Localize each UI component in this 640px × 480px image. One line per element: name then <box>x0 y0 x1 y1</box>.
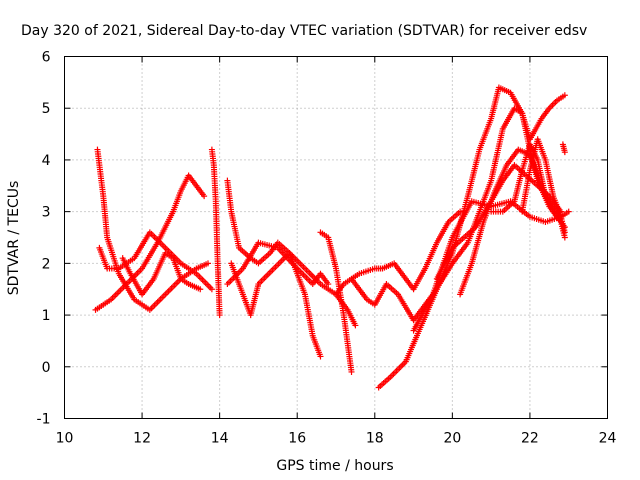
y-tick-label: -1 <box>37 412 51 428</box>
data-point <box>216 312 223 319</box>
series-arc-4 <box>119 250 204 298</box>
data-point <box>201 193 208 200</box>
x-tick-label: 10 <box>56 431 74 447</box>
x-tick-label: 14 <box>211 431 229 447</box>
data-point <box>208 286 215 293</box>
data-point <box>561 149 568 156</box>
y-axis-label: SDTVAR / TECUs <box>6 181 22 296</box>
data-point <box>352 322 359 329</box>
x-tick-label: 18 <box>366 431 384 447</box>
y-tick-label: 4 <box>42 153 51 169</box>
data-point <box>348 368 355 375</box>
series-arc-12 <box>375 84 568 391</box>
y-tick-labels: -1 0 1 2 3 4 5 6 <box>37 50 51 428</box>
series-arc-9 <box>317 229 355 375</box>
y-tick-label: 5 <box>42 101 51 117</box>
series-arc-18 <box>559 141 568 156</box>
data-point <box>457 208 464 215</box>
x-tick-labels: 10 12 14 16 18 20 22 24 <box>56 431 617 447</box>
y-tick-label: 2 <box>42 256 51 272</box>
x-axis-label: GPS time / hours <box>276 458 393 474</box>
y-tick-label: 0 <box>42 360 51 376</box>
series-arc-8 <box>228 250 359 329</box>
y-tick-label: 1 <box>42 308 51 324</box>
chart-title: Day 320 of 2021, Sidereal Day-to-day VTE… <box>21 23 587 39</box>
x-tick-label: 24 <box>599 431 617 447</box>
series-arc-15 <box>457 146 568 298</box>
y-tick-label: 3 <box>42 205 51 221</box>
data-point <box>317 353 324 360</box>
x-tick-label: 12 <box>133 431 151 447</box>
data-point <box>565 208 572 215</box>
plot-frame <box>64 56 608 419</box>
data-point <box>325 281 332 288</box>
x-tick-label: 16 <box>288 431 306 447</box>
data-point <box>561 234 568 241</box>
data-point <box>561 92 568 99</box>
x-tick-label: 22 <box>521 431 539 447</box>
data-point <box>561 229 568 236</box>
y-tick-label: 6 <box>42 50 51 66</box>
series-arc-13 <box>410 105 568 334</box>
series-arc-7 <box>224 239 332 288</box>
series-arc-10 <box>333 208 464 298</box>
data-point <box>205 260 212 267</box>
data-points-layer <box>92 84 572 391</box>
x-tick-label: 20 <box>443 431 461 447</box>
series-arc-16 <box>488 141 564 220</box>
series-arc-5 <box>208 146 223 319</box>
data-point <box>197 286 204 293</box>
series-arc-17 <box>519 136 568 236</box>
